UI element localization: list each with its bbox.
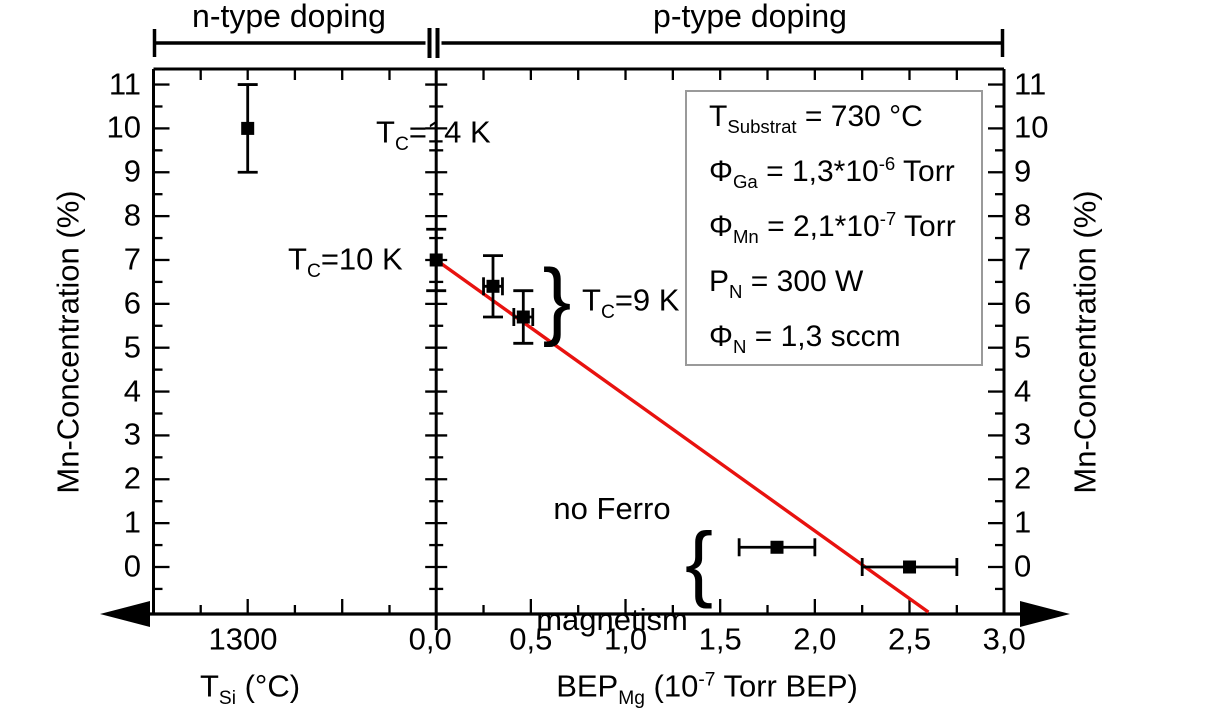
y-tick-label-right: 8 (1014, 197, 1032, 233)
param-ga-flux: ΦGa = 1,3*10-6 Torr (709, 153, 955, 192)
y-tick-label-left: 9 (123, 153, 141, 189)
tc9-brace: } (542, 252, 572, 348)
y-tick-label-left: 1 (123, 504, 141, 540)
y-tick-label-left: 10 (106, 110, 141, 146)
annotation-no-ferromagnetism: no Ferro magnetism (536, 416, 688, 712)
annotation-tc14: TC=14 K (376, 114, 491, 155)
x-tick-label-right-panel: 3,0 (982, 621, 1026, 657)
y-tick-label-right: 11 (1014, 66, 1047, 102)
data-point-p-type (770, 540, 784, 554)
data-point-p-type (429, 253, 443, 267)
data-point-n-type (241, 121, 255, 135)
param-mn-flux: ΦMn = 2,1*10-7 Torr (709, 208, 956, 247)
noferro-brace: { (684, 515, 714, 609)
y-tick-label-left: 4 (123, 373, 141, 409)
annotation-tc10: TC=10 K (288, 241, 403, 282)
y-tick-label-right: 4 (1014, 373, 1032, 409)
bracket-label-p-type: p-type doping (653, 0, 847, 35)
y-tick-label-left: 11 (108, 66, 141, 102)
param-n-flux: ΦN = 1,3 sccm (709, 320, 901, 357)
x-axis-left-arrow (100, 601, 150, 627)
x-tick-label-right-panel: 0,5 (509, 621, 553, 657)
y-tick-label-right: 0 (1014, 548, 1032, 584)
x-tick-label-right-panel: 0,0 (408, 621, 452, 657)
no-ferro-line2: magnetism (536, 602, 688, 637)
y-tick-label-left: 0 (123, 548, 141, 584)
data-point-p-type (486, 279, 500, 293)
y-axis-title-right: Mn-Concentration (%) (1067, 190, 1103, 494)
bracket-label-n-type: n-type doping (192, 0, 386, 35)
data-point-p-type (516, 310, 530, 324)
x-axis-right-arrow (1020, 601, 1070, 627)
y-axis-title-left: Mn-Concentration (%) (50, 190, 86, 494)
y-tick-label-right: 10 (1014, 110, 1049, 146)
y-tick-label-right: 3 (1014, 417, 1032, 453)
y-tick-label-left: 8 (123, 197, 141, 233)
no-ferro-line1: no Ferro (553, 491, 671, 526)
y-tick-label-right: 2 (1014, 460, 1032, 496)
x-axis-title-right: BEPMg (10-7 Torr BEP) (556, 668, 858, 709)
y-tick-label-right: 9 (1014, 153, 1032, 189)
param-n-power: PN = 300 W (709, 265, 864, 302)
x-tick-label-right-panel: 2,0 (793, 621, 837, 657)
param-substrate-temperature: TSubstrat = 730 °C (709, 100, 923, 137)
y-tick-label-left: 7 (123, 241, 141, 277)
y-tick-label-left: 2 (123, 460, 141, 496)
y-tick-label-right: 5 (1014, 329, 1032, 365)
y-tick-label-left: 3 (123, 417, 141, 453)
annotation-tc9: TC=9 K (582, 282, 680, 323)
y-tick-label-right: 7 (1014, 241, 1032, 277)
growth-parameters-box: TSubstrat = 730 °C ΦGa = 1,3*10-6 Torr Φ… (685, 90, 983, 366)
x-tick-label-1300: 1300 (208, 621, 278, 657)
y-tick-label-right: 6 (1014, 285, 1032, 321)
y-tick-label-right: 1 (1014, 504, 1032, 540)
y-tick-label-left: 5 (123, 329, 141, 365)
x-tick-label-right-panel: 1,0 (603, 621, 648, 657)
data-point-p-type (903, 560, 917, 574)
x-tick-label-right-panel: 2,5 (887, 621, 932, 657)
y-tick-label-left: 6 (123, 285, 141, 321)
x-axis-title-left: TSi (°C) (199, 668, 301, 709)
x-tick-label-right-panel: 1,5 (698, 621, 742, 657)
